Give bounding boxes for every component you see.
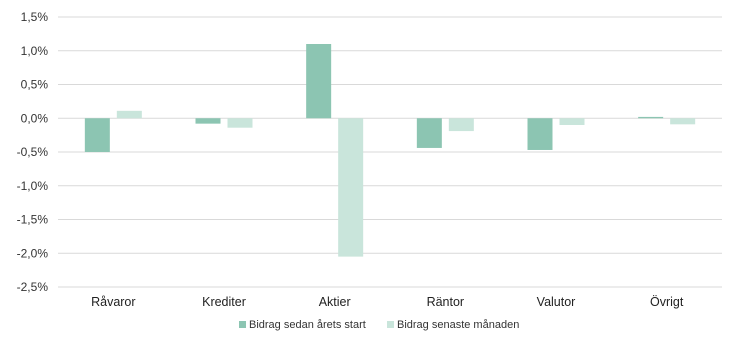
y-tick-label: 0,0% xyxy=(21,111,49,125)
legend-entry-label: Bidrag senaste månaden xyxy=(397,319,519,331)
y-tick-label: -1,0% xyxy=(17,179,49,193)
y-tick-label: 1,5% xyxy=(21,10,49,24)
x-axis-category-labels: Råvaror Krediter Aktier Räntor Valutor Övrigt xyxy=(91,295,684,309)
legend-entry-label: Bidrag sedan årets start xyxy=(249,319,366,331)
y-tick-label: -1,5% xyxy=(17,213,49,227)
bar-ytd-2 xyxy=(306,44,332,119)
legend-swatch xyxy=(239,321,246,328)
legend-swatch xyxy=(387,321,394,328)
x-category-label: Övrigt xyxy=(650,295,684,309)
x-category-label: Krediter xyxy=(202,295,246,309)
y-tick-label: 1,0% xyxy=(21,44,49,58)
x-category-label: Räntor xyxy=(427,295,465,309)
y-axis-tick-labels: 1,5% 1,0% 0,5% 0,0% -0,5% -1,0% -1,5% -2,0% -2,5… xyxy=(17,10,49,294)
y-tick-label: -2,5% xyxy=(17,280,49,294)
bar-month-0 xyxy=(116,110,142,119)
bar-month-4 xyxy=(559,118,585,125)
x-category-label: Aktier xyxy=(319,295,351,309)
y-tick-label: 0,5% xyxy=(21,78,49,92)
bar-month-3 xyxy=(448,118,474,132)
x-category-label: Råvaror xyxy=(91,295,135,309)
bar-ytd-1 xyxy=(195,118,221,124)
bar-ytd-4 xyxy=(527,118,553,150)
bar-ytd-3 xyxy=(416,118,442,148)
bar-ytd-5 xyxy=(638,116,664,119)
legend: Bidrag sedan årets start Bidrag senaste m… xyxy=(239,319,519,331)
gridlines xyxy=(58,16,722,288)
bar-month-5 xyxy=(670,118,696,125)
x-category-label: Valutor xyxy=(537,295,576,309)
bar-ytd-0 xyxy=(84,118,110,152)
y-tick-label: -2,0% xyxy=(17,246,49,260)
bar-month-2 xyxy=(338,118,364,257)
y-tick-label: -0,5% xyxy=(17,145,49,159)
bars xyxy=(84,44,696,257)
bar-month-1 xyxy=(227,118,253,128)
